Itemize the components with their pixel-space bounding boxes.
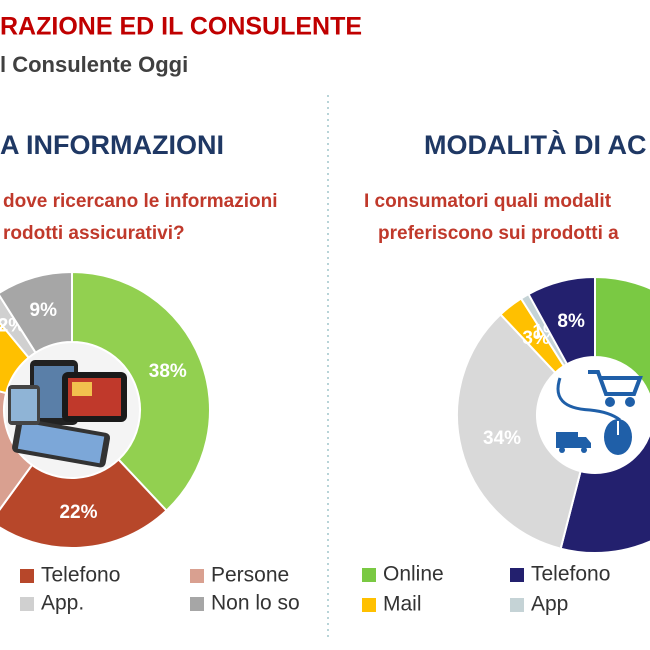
legend-label: Mail: [383, 593, 422, 616]
section-title: A INFORMAZIONI: [0, 130, 224, 160]
data-label: 34%: [483, 428, 521, 449]
donut-segment: [527, 275, 596, 366]
tablets: [8, 360, 127, 468]
legend-swatch: [190, 569, 204, 583]
legend-swatch: [362, 568, 376, 582]
legend-label: Persone: [211, 564, 289, 587]
legend-swatch: [20, 597, 34, 611]
legend-swatch: [20, 569, 34, 583]
section-title: MODALITÀ DI AC: [424, 129, 646, 160]
donut-segment: [456, 312, 582, 550]
donut-segment: [594, 275, 650, 401]
question: dove ricercano le informazioni: [3, 191, 278, 212]
legend-label: Telefono: [531, 563, 610, 586]
shopping-icons: [556, 370, 643, 455]
legend-swatch: [510, 568, 524, 582]
question: rodotti assicurativi?: [3, 223, 185, 244]
legend-label: Non lo so: [211, 592, 300, 615]
header-title: RAZIONE ED IL CONSULENTE: [0, 13, 362, 41]
donut-segment: [0, 270, 73, 354]
legend-swatch: [510, 598, 524, 612]
data-label: 9%: [30, 300, 58, 321]
legend-label: Telefono: [41, 564, 120, 587]
data-label: 8%: [557, 311, 585, 332]
legend-label: App: [531, 593, 568, 616]
donut-segment: [71, 270, 211, 513]
data-label: 38%: [149, 361, 187, 382]
legend-swatch: [190, 597, 204, 611]
donut-segment: [0, 321, 31, 395]
legend-swatch: [362, 598, 376, 612]
legend-label: Online: [383, 563, 444, 586]
donut-segment: [0, 458, 168, 549]
center-art: [8, 360, 643, 468]
donut-hole: [538, 358, 650, 472]
header-subtitle: l Consulente Oggi: [0, 52, 188, 77]
legend-label: App.: [41, 592, 84, 615]
question: preferiscono sui prodotti a: [378, 223, 619, 244]
data-label: 22%: [59, 502, 97, 523]
question: I consumatori quali modalit: [364, 191, 612, 212]
donut-segment: [559, 429, 650, 554]
